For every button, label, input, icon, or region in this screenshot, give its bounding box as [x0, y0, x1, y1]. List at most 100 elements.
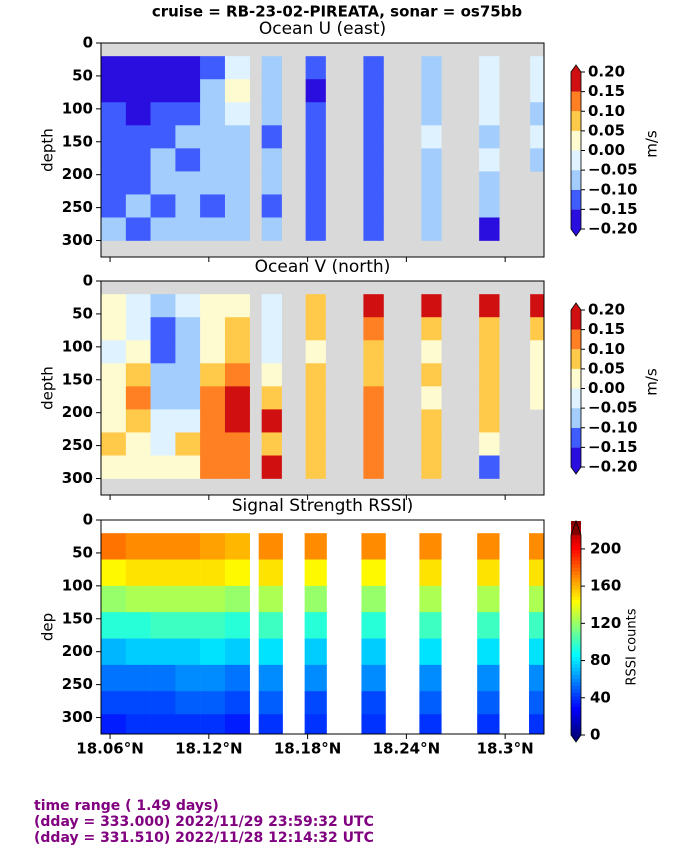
plot-frame — [100, 280, 545, 496]
colorbar-tick-label: −0.15 — [588, 200, 638, 218]
y-tick-label: 200 — [62, 403, 93, 421]
cell — [101, 664, 127, 692]
cell — [479, 79, 500, 103]
cell — [224, 294, 250, 318]
cell — [258, 612, 283, 639]
colorbar-extend — [571, 303, 581, 310]
y-tick-label: 200 — [62, 165, 93, 183]
cell — [224, 56, 250, 80]
colorbar-segment — [571, 610, 581, 615]
cell — [150, 432, 176, 456]
cell — [530, 363, 545, 387]
cell — [304, 714, 327, 735]
colorbar-segment — [571, 660, 581, 665]
y-tick-label: 150 — [62, 132, 93, 150]
cell — [479, 294, 500, 318]
colorbar-tick-label: 0.15 — [588, 320, 625, 338]
cell — [530, 125, 545, 149]
cell — [200, 409, 226, 433]
cell — [261, 340, 282, 364]
x-tick-label: 18.18°N — [274, 740, 342, 758]
footer-line: (dday = 333.000) 2022/11/29 23:59:32 UTC — [34, 814, 374, 830]
cell — [101, 217, 127, 241]
cell — [101, 79, 127, 103]
colorbar-segment — [571, 706, 581, 711]
y-tick-label: 200 — [62, 642, 93, 660]
cell — [304, 612, 327, 639]
cell — [261, 79, 282, 103]
footer-line: (dday = 331.510) 2022/11/28 12:14:32 UTC — [34, 830, 374, 846]
cell — [200, 171, 226, 195]
cell — [361, 714, 386, 735]
cell — [175, 432, 201, 456]
cell — [150, 79, 176, 103]
cell — [305, 386, 326, 410]
colorbar-segment — [571, 581, 581, 586]
colorbar-tick-label: 0.10 — [588, 340, 625, 358]
cell — [125, 294, 151, 318]
cell — [363, 148, 384, 172]
cell — [419, 533, 442, 560]
colorbar-segment — [571, 613, 581, 618]
colorbar-segment — [571, 710, 581, 715]
cell — [101, 56, 127, 80]
colorbar-segment — [571, 628, 581, 633]
colorbar-tick-label: −0.15 — [588, 438, 638, 456]
colorbar-tick-label: 0.20 — [588, 63, 625, 81]
cell — [421, 217, 442, 241]
cell — [529, 612, 545, 639]
colorbar-segment — [571, 563, 581, 568]
cell — [101, 455, 127, 479]
cell — [261, 217, 282, 241]
colorbar-segment — [571, 549, 581, 554]
cell — [150, 409, 176, 433]
cell — [419, 714, 442, 735]
colorbar-segment — [571, 538, 581, 543]
y-tick-label: 250 — [62, 436, 93, 454]
colorbar-segment — [571, 599, 581, 604]
x-tick-label: 18.12°N — [175, 740, 243, 758]
cell — [175, 79, 201, 103]
cell — [421, 340, 442, 364]
cell — [305, 125, 326, 149]
cell — [125, 455, 151, 479]
cell — [261, 125, 282, 149]
colorbar-segment — [571, 685, 581, 690]
colorbar-segment — [571, 688, 581, 693]
cell — [125, 386, 151, 410]
colorbar-tick-label: −0.10 — [588, 418, 638, 436]
colorbar-label: m/s — [643, 130, 661, 158]
cell — [421, 455, 442, 479]
cell — [529, 559, 545, 587]
cell — [175, 455, 201, 479]
colorbar-segment — [571, 656, 581, 661]
cell — [305, 409, 326, 433]
cell — [175, 56, 201, 80]
cell — [200, 533, 226, 560]
cell — [200, 612, 226, 639]
cell — [101, 714, 127, 735]
colorbar-segment — [571, 130, 581, 151]
cell — [305, 455, 326, 479]
colorbar-segment — [571, 624, 581, 629]
cell — [363, 171, 384, 195]
cell — [421, 409, 442, 433]
cell — [175, 533, 201, 560]
y-tick-label: 50 — [72, 543, 93, 561]
cell — [150, 102, 176, 126]
y-tick-label: 150 — [62, 370, 93, 388]
cell — [150, 533, 176, 560]
cell — [125, 691, 151, 715]
cell — [261, 102, 282, 126]
cell — [305, 194, 326, 218]
cell — [304, 559, 327, 587]
y-tick-label: 50 — [72, 66, 93, 84]
cell — [175, 664, 201, 692]
cell — [175, 171, 201, 195]
colorbar-extend — [571, 735, 581, 742]
cell — [150, 148, 176, 172]
cell — [479, 148, 500, 172]
y-tick-label: 250 — [62, 675, 93, 693]
cell — [175, 409, 201, 433]
y-tick-label: 50 — [72, 304, 93, 322]
